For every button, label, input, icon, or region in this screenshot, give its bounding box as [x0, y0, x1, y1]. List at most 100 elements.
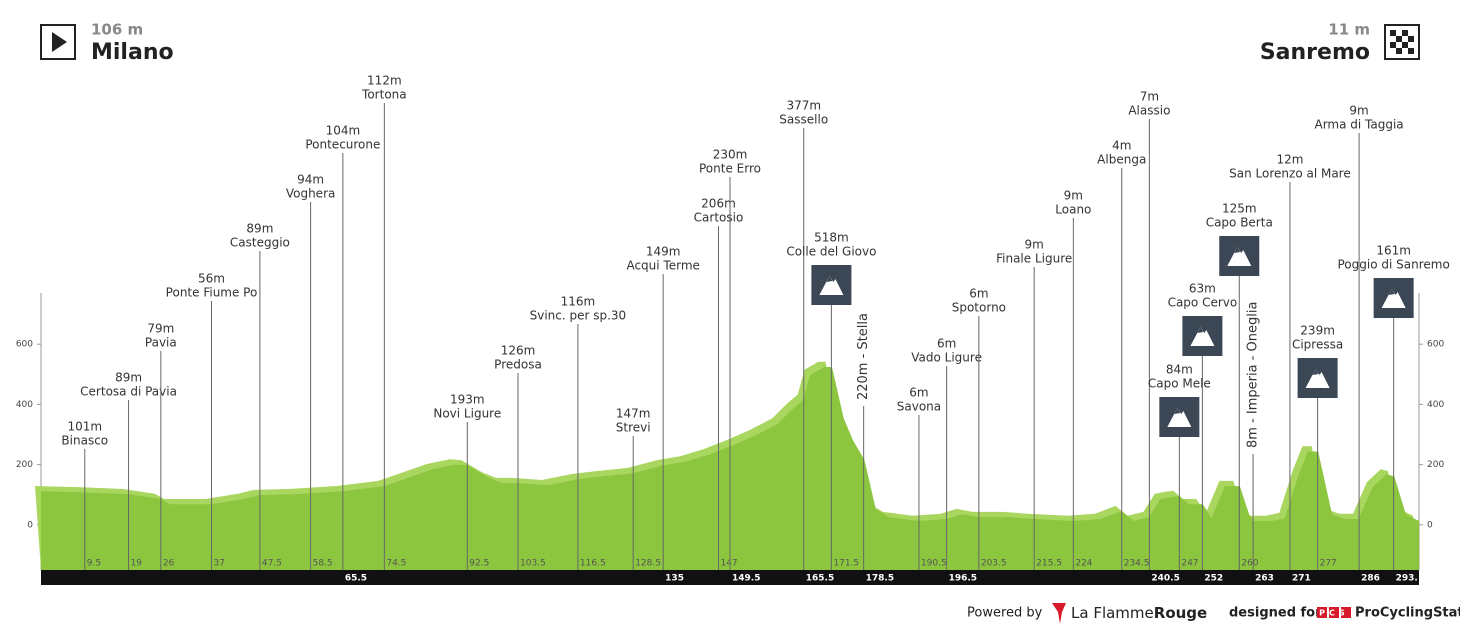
waypoint-name: Pontecurone	[305, 138, 380, 152]
x-tick-label: 171.5	[833, 559, 859, 569]
waypoint-altitude: 193m	[450, 393, 485, 407]
waypoint-altitude: 112m	[367, 74, 402, 88]
waypoint-label: 8m - Imperia - Oneglia	[1246, 302, 1261, 448]
x-tick-label: 103.5	[520, 559, 546, 569]
x-tick-label: 215.5	[1036, 559, 1062, 569]
waypoint-altitude: 94m	[297, 173, 324, 187]
checker-square	[1402, 42, 1408, 48]
start-header: 106 m Milano	[40, 21, 174, 65]
mountain-snow	[1312, 369, 1319, 375]
waypoint-name: Pavia	[145, 336, 177, 350]
checker-square	[1402, 30, 1408, 36]
y-tick-label: 600	[16, 340, 33, 350]
waypoint-name: Spotorno	[952, 301, 1006, 315]
waypoint-altitude: 116m	[561, 295, 596, 309]
checker-square	[1390, 30, 1396, 36]
x-tick-label: 128.5	[635, 559, 661, 569]
x-end-label: 299	[1395, 558, 1416, 569]
x-start-label: 0	[44, 558, 51, 569]
x-tick-label: 74.5	[386, 559, 406, 569]
waypoint-altitude: 12m	[1276, 153, 1303, 167]
x-tick-label: 26	[163, 559, 175, 569]
checker-square	[1408, 48, 1414, 54]
play-icon	[52, 32, 67, 52]
mountain-snow	[826, 276, 833, 282]
finish-header: 11 m Sanremo	[1260, 21, 1420, 65]
x-tick-label: 178.5	[866, 574, 894, 584]
checker-square	[1390, 42, 1396, 48]
waypoint-name: Poggio di Sanremo	[1337, 258, 1449, 272]
waypoint-altitude: 79m	[147, 322, 174, 336]
x-tick-label: 9.5	[87, 559, 101, 569]
waypoint-altitude: 6m	[909, 386, 928, 400]
mountain-snow	[1197, 327, 1204, 333]
mountain-icon	[1167, 408, 1192, 427]
checker-square	[1408, 36, 1414, 42]
waypoint-altitude: 6m	[937, 337, 956, 351]
finish-altitude: 11 m	[1328, 21, 1370, 39]
pcs-box	[1329, 607, 1339, 618]
x-tick-label: 224	[1075, 559, 1092, 569]
waypoint-altitude: 161m	[1376, 244, 1411, 258]
km-bar	[41, 570, 1419, 585]
waypoint-altitude: 125m	[1222, 202, 1257, 216]
checker-square	[1396, 48, 1402, 54]
waypoint-name: Svinc. per sp.30	[530, 309, 627, 323]
x-tick-label: 65.5	[345, 574, 367, 584]
waypoint-altitude: 6m	[969, 287, 988, 301]
x-tick-label: 147	[720, 559, 737, 569]
x-tick-label: 196.5	[949, 574, 977, 584]
mountain-icon	[819, 276, 844, 295]
x-tick-label: 165.5	[806, 574, 834, 584]
x-tick-label: 92.5	[469, 559, 489, 569]
waypoint-name: Novi Ligure	[433, 407, 501, 421]
waypoint-altitude: 206m	[701, 197, 736, 211]
waypoint-name: Albenga	[1097, 153, 1146, 167]
waypoint-name: Ponte Erro	[699, 162, 761, 176]
waypoint-name: Casteggio	[230, 236, 290, 250]
x-tick-label: 58.5	[313, 559, 333, 569]
checker-square	[1396, 36, 1402, 42]
waypoint-name: Finale Ligure	[996, 252, 1072, 266]
x-tick-label: 135	[665, 574, 684, 584]
waypoint-altitude: 9m	[1349, 104, 1368, 118]
x-tick-label: 116.5	[580, 559, 606, 569]
waypoint-altitude: 230m	[713, 148, 748, 162]
waypoint-altitude: 63m	[1189, 282, 1216, 296]
x-tick-label: 263	[1255, 574, 1274, 584]
waypoint-altitude: 84m	[1166, 363, 1193, 377]
y-tick-label: 200	[16, 460, 33, 470]
waypoint-name: Sassello	[779, 113, 828, 127]
waypoint-altitude: 104m	[326, 124, 361, 138]
waypoint-altitude: 89m	[115, 371, 142, 385]
waypoint-label: 220m - Stella	[856, 313, 871, 400]
waypoint-name: Tortona	[361, 88, 407, 102]
x-tick-label: 247	[1181, 559, 1198, 569]
waypoint-altitude: 4m	[1112, 139, 1131, 153]
x-tick-label: 240.5	[1151, 574, 1179, 584]
y-tick-label: 0	[1427, 520, 1433, 530]
designed-for: designed for	[1229, 606, 1322, 621]
flamme-logo	[1052, 603, 1066, 624]
waypoint-name: Ponte Fiume Po	[166, 286, 258, 300]
waypoint-name: Binasco	[61, 434, 108, 448]
x-tick-label: 19	[131, 559, 143, 569]
mountain-icon	[1190, 327, 1215, 346]
waypoint-altitude: 9m	[1064, 189, 1083, 203]
profile-line	[40, 366, 1420, 523]
x-tick-label: 203.5	[981, 559, 1007, 569]
pcs-name: ProCyclingStats	[1355, 606, 1460, 621]
finish-city: Sanremo	[1260, 40, 1370, 65]
brand: La FlammeRouge	[1071, 604, 1207, 622]
start-icon	[40, 24, 76, 60]
brand-bold: Rouge	[1154, 604, 1207, 622]
waypoint-name: Certosa di Pavia	[80, 385, 177, 399]
waypoint-name: Strevi	[616, 421, 651, 435]
mountain-snow	[1388, 289, 1395, 295]
waypoint-name: Arma di Taggia	[1314, 118, 1403, 132]
x-tick-label: 277	[1320, 559, 1337, 569]
waypoint-name: Capo Cervo	[1168, 296, 1238, 310]
waypoint-altitude: 149m	[646, 245, 681, 259]
waypoint-altitude: 89m	[246, 222, 273, 236]
